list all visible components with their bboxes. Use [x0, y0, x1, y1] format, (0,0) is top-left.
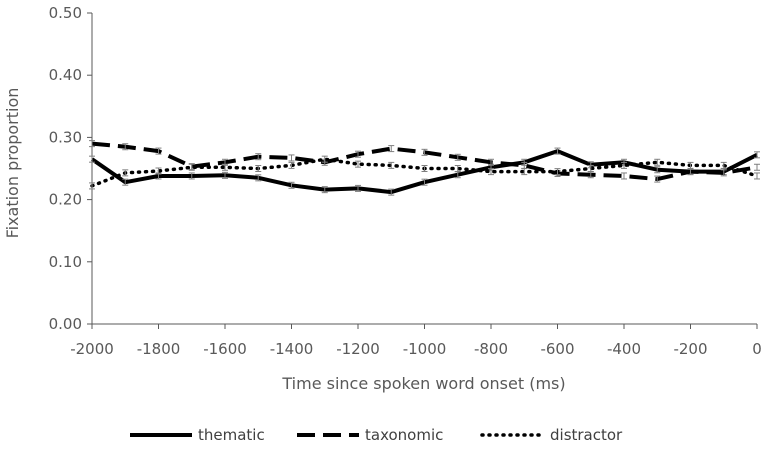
x-tick-label: -1000: [403, 340, 447, 358]
legend-label-distractor: distractor: [550, 426, 623, 444]
y-axis-title: Fixation proportion: [3, 88, 22, 239]
error-bar-thematic: [321, 186, 328, 194]
legend: thematic taxonomic distractor: [130, 426, 623, 444]
error-bar-thematic: [554, 147, 561, 155]
error-bar-taxonomic: [288, 154, 295, 162]
error-bar-taxonomic: [654, 175, 661, 183]
error-bar-taxonomic: [355, 150, 361, 158]
error-bar-thematic: [355, 184, 361, 192]
x-tick-label: -1200: [336, 340, 380, 358]
error-bar-distractor: [454, 165, 461, 172]
error-bar-distractor: [355, 160, 361, 168]
error-bar-distractor: [255, 165, 262, 172]
error-bar-thematic: [654, 166, 661, 174]
x-axis-title: Time since spoken word onset (ms): [281, 374, 565, 393]
y-tick-label: 0.10: [49, 253, 82, 271]
error-bar-thematic: [421, 178, 428, 186]
error-bar-taxonomic: [720, 169, 727, 177]
error-bar-distractor: [122, 169, 129, 177]
x-tick-label: -400: [607, 340, 641, 358]
error-bar-distractor: [720, 161, 727, 169]
x-tick-label: -1400: [270, 340, 314, 358]
error-bar-distractor: [554, 168, 561, 176]
y-tick-label: 0.00: [49, 315, 82, 333]
error-bar-taxonomic: [255, 153, 262, 161]
error-bar-thematic: [89, 155, 95, 163]
error-bar-distractor: [687, 161, 694, 169]
error-bar-distractor: [288, 161, 295, 169]
error-bar-taxonomic: [754, 163, 760, 171]
error-bar-taxonomic: [488, 158, 494, 166]
error-bar-thematic: [754, 151, 760, 159]
x-tick-label: -800: [474, 340, 508, 358]
tick-labels: 0.000.100.200.300.400.50-2000 -1800 -1600-…: [49, 4, 762, 358]
error-bar-distractor: [89, 182, 95, 190]
error-bar-distractor: [155, 167, 162, 175]
y-tick-label: 0.50: [49, 4, 82, 22]
x-tick-label: -200: [673, 340, 707, 358]
error-bar-thematic: [255, 174, 262, 182]
error-bar-distractor: [188, 163, 195, 171]
x-tick-label: -2000: [70, 340, 114, 358]
axes: [87, 12, 758, 329]
y-tick-label: 0.20: [49, 191, 82, 209]
error-bar-distractor: [421, 165, 428, 172]
error-bar-distractor: [488, 168, 494, 176]
error-bar-thematic: [222, 171, 228, 179]
y-tick-label: 0.40: [49, 66, 82, 84]
x-tick-label: 0: [752, 340, 762, 358]
error-bar-distractor: [222, 163, 228, 171]
error-bar-taxonomic: [621, 172, 627, 180]
error-bar-distractor: [654, 158, 661, 166]
error-bar-thematic: [288, 181, 295, 189]
error-bar-taxonomic: [155, 147, 162, 155]
x-tick-label: -1800: [137, 340, 181, 358]
error-bar-taxonomic: [454, 153, 461, 161]
series-lines: [89, 140, 760, 196]
error-bar-taxonomic: [89, 140, 95, 148]
error-bar-taxonomic: [421, 148, 428, 156]
error-bar-thematic: [188, 172, 195, 180]
legend-label-thematic: thematic: [198, 426, 265, 444]
error-bar-distractor: [587, 165, 594, 172]
error-bar-distractor: [521, 168, 528, 176]
error-bar-distractor: [754, 172, 760, 180]
error-bar-taxonomic: [122, 143, 129, 151]
legend-label-taxonomic: taxonomic: [365, 426, 443, 444]
error-bar-taxonomic: [388, 145, 395, 153]
x-tick-label: -600: [540, 340, 574, 358]
error-bar-thematic: [388, 188, 395, 196]
error-bar-distractor: [621, 161, 627, 169]
x-tick-label: -1600: [203, 340, 247, 358]
y-tick-label: 0.30: [49, 128, 82, 146]
error-bar-distractor: [388, 161, 395, 169]
error-bar-distractor: [321, 155, 328, 163]
error-bar-thematic: [122, 178, 129, 186]
